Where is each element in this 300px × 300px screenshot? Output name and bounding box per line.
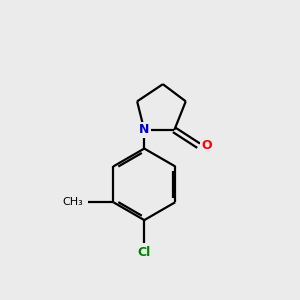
Text: CH₃: CH₃ bbox=[62, 197, 83, 207]
Text: N: N bbox=[139, 124, 149, 136]
Text: O: O bbox=[201, 139, 212, 152]
Text: Cl: Cl bbox=[138, 246, 151, 259]
